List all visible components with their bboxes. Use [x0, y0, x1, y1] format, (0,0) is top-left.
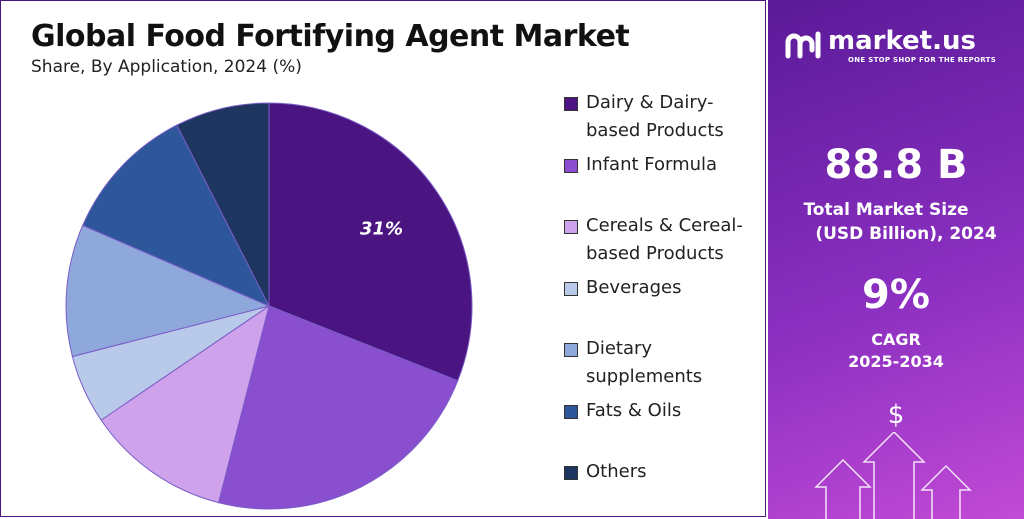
- pie: 31%: [65, 102, 473, 510]
- legend-item: Fats & Oils: [564, 397, 759, 425]
- brand: market.us: [828, 26, 976, 56]
- legend-label: Beverages: [586, 276, 682, 298]
- logo-icon: [785, 31, 821, 59]
- legend-label: Dietary supplements: [586, 338, 703, 387]
- legend-swatch: [564, 343, 578, 357]
- pie-slice: [65, 224, 271, 358]
- legend-item: Cereals & Cereal-based Products: [564, 212, 759, 268]
- pie-slice: [82, 124, 271, 308]
- legend-swatch: [564, 404, 578, 419]
- cagr-period: 2025-2034: [848, 352, 944, 371]
- pie-slice: [176, 102, 270, 307]
- pie-slice: [100, 304, 270, 504]
- market-size-label: Total Market Size: [803, 200, 969, 220]
- legend-swatch: [564, 158, 578, 173]
- legend-swatch: [564, 97, 578, 111]
- cagr-value: 9%: [862, 272, 930, 318]
- chart-title: Global Food Fortifying Agent Market: [31, 19, 630, 54]
- pie-slice: [217, 305, 459, 510]
- legend-swatch: [564, 466, 578, 480]
- legend-label: Cereals & Cereal-based Products: [586, 215, 743, 264]
- market-size-label: (USD Billion), 2024: [815, 224, 997, 244]
- legend-item: Dietary supplements: [564, 335, 759, 391]
- legend-item: Dairy & Dairy-based Products: [564, 89, 759, 145]
- cagr-label: CAGR: [871, 330, 921, 349]
- legend-label: Fats & Oils: [586, 399, 682, 421]
- pie-slice: [268, 102, 473, 382]
- arrows-decoration: [814, 432, 972, 519]
- legend-label: Dairy & Dairy-based Products: [586, 92, 724, 141]
- market-size: 88.8 B: [824, 142, 968, 188]
- currency-icon: $: [887, 400, 905, 430]
- legend-item: Others: [564, 458, 759, 486]
- legend-label: Others: [586, 461, 647, 482]
- chart-area: Global Food Fortifying Agent Market Shar…: [0, 0, 766, 517]
- tagline: ONE STOP SHOP FOR THE REPORTS: [848, 56, 997, 64]
- legend-swatch: [564, 220, 578, 234]
- legend-label: Infant Formula: [586, 153, 718, 175]
- slice-label: 31%: [360, 219, 403, 240]
- summary-panel: market.us ONE STOP SHOP FOR THE REPORTS …: [768, 0, 1024, 519]
- legend-item: Infant Formula: [564, 151, 759, 179]
- chart-subtitle: Share, By Application, 2024 (%): [31, 57, 302, 77]
- legend-item: Beverages: [564, 274, 759, 302]
- legend-swatch: [564, 281, 578, 296]
